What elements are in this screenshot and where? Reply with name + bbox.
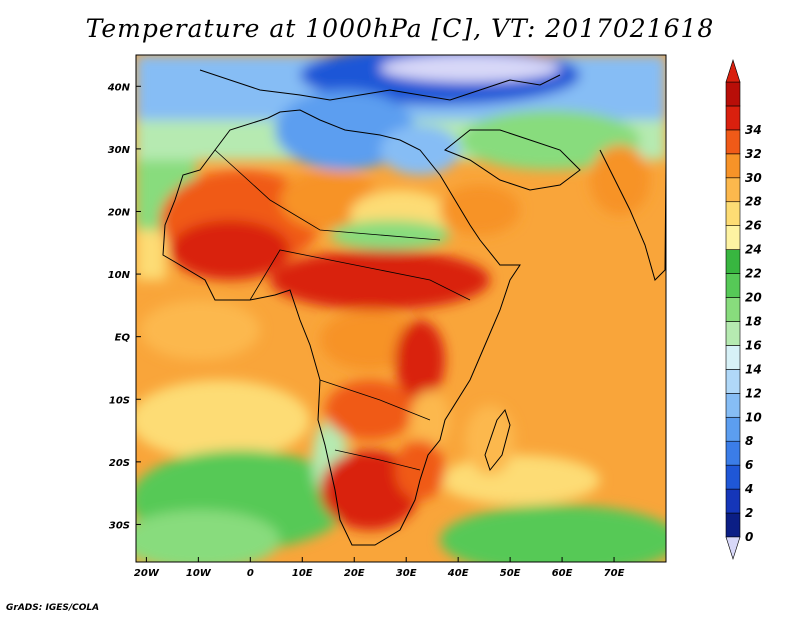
colorbar-swatch <box>725 201 741 226</box>
temperature-field <box>136 55 666 562</box>
colorbar-label: 34 <box>745 123 762 137</box>
lon-tick-label: 40E <box>447 568 469 579</box>
colorbar-swatch <box>725 393 741 418</box>
colorbar-label: 10 <box>745 410 762 424</box>
lon-tick-label: 20W <box>134 568 160 579</box>
colorbar-label: 22 <box>745 267 762 281</box>
lon-tick-label: 50E <box>500 568 521 579</box>
india-coast <box>599 149 666 281</box>
colorbar-swatch <box>725 105 741 131</box>
map-title: Temperature at 1000hPa [C], VT: 20170216… <box>85 14 715 43</box>
colorbar-label: 18 <box>745 314 762 328</box>
colorbar-label: 2 <box>745 506 753 520</box>
lat-tick-label: 10N <box>108 270 131 281</box>
coastlines <box>162 69 666 546</box>
lat-tick-label: 20N <box>108 207 131 218</box>
lon-tick-label: 0 <box>247 568 254 579</box>
colorbar-swatch <box>725 464 741 490</box>
lat-tick-label: 30S <box>109 520 130 531</box>
lon-tick-label: 20E <box>344 568 365 579</box>
colorbar-swatch <box>725 249 741 274</box>
colorbar-swatch <box>725 153 741 179</box>
colorbar-swatch <box>725 345 741 370</box>
lat-tick-label: 30N <box>108 145 131 156</box>
colorbar-label: 8 <box>745 434 753 448</box>
colorbar-label: 6 <box>745 458 753 472</box>
madagascar <box>484 408 511 472</box>
colorbar-swatch <box>725 81 741 107</box>
colorbar-under-triangle <box>725 536 741 560</box>
grads-credit: GrADS: IGES/COLA <box>6 603 100 613</box>
lat-tick-label: 20S <box>109 458 130 469</box>
lon-tick-label: 70E <box>604 568 625 579</box>
map-frame <box>135 54 667 563</box>
borders <box>214 149 471 471</box>
colorbar-label: 0 <box>745 530 753 544</box>
arabia-coast <box>444 129 581 191</box>
colorbar-swatch <box>725 512 741 538</box>
colorbar-swatch <box>725 129 741 155</box>
colorbar-swatch <box>725 416 741 442</box>
lat-tick-label: EQ <box>115 333 131 344</box>
colorbar-swatch <box>725 225 741 250</box>
colorbar-label: 30 <box>745 171 762 185</box>
lon-tick-label: 60E <box>552 568 573 579</box>
colorbar-label: 32 <box>745 147 762 161</box>
colorbar-label: 24 <box>745 243 762 257</box>
colorbar-label: 26 <box>745 219 762 233</box>
colorbar-swatch <box>725 177 741 203</box>
colorbar-swatch <box>725 273 741 298</box>
latitude-ticks: 40N 30N 20N 10N EQ 10S 20S 30S <box>107 82 141 531</box>
lat-tick-label: 10S <box>109 395 130 406</box>
colorbar-swatch <box>725 369 741 394</box>
africa-coast <box>162 109 521 546</box>
colorbar-label: 16 <box>745 338 762 352</box>
longitude-ticks: 20W 10W 0 10E 20E 30E 40E 50E 60E 70E <box>134 557 625 579</box>
colorbar-swatch <box>725 440 741 466</box>
lat-tick-label: 40N <box>107 82 131 93</box>
colorbar-label: 20 <box>745 291 762 305</box>
colorbar-swatch <box>725 488 741 514</box>
colorbar-swatch <box>725 321 741 346</box>
europe-coast <box>199 69 561 101</box>
colorbar-over-triangle <box>725 59 741 83</box>
lon-tick-label: 10E <box>292 568 313 579</box>
colorbar-label: 14 <box>745 362 762 376</box>
colorbar-label: 12 <box>745 386 762 400</box>
colorbar-swatch <box>725 297 741 322</box>
colorbar-label: 4 <box>744 482 753 496</box>
lon-tick-label: 10W <box>186 568 212 579</box>
lon-tick-label: 30E <box>396 568 417 579</box>
colorbar-label: 28 <box>745 195 762 209</box>
